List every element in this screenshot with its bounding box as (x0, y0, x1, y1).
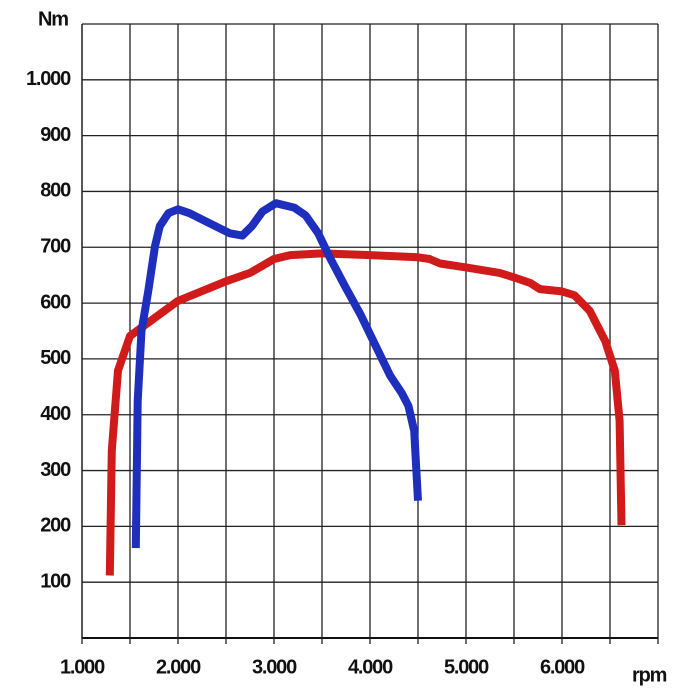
x-tick-label: 5.000 (444, 656, 489, 678)
x-tick-label: 6.000 (540, 656, 585, 678)
y-tick-label: 500 (40, 347, 71, 369)
y-tick-label: 600 (40, 291, 71, 313)
y-tick-label: 400 (40, 403, 71, 425)
y-axis-label: Nm (38, 8, 68, 30)
x-tick-label: 3.000 (252, 656, 297, 678)
y-tick-label: 200 (40, 515, 71, 537)
x-tick-label: 4.000 (348, 656, 393, 678)
x-tick-label: 2.000 (156, 656, 201, 678)
y-tick-label: 300 (40, 459, 71, 481)
x-tick-label: 1.000 (60, 656, 105, 678)
y-tick-label: 900 (40, 124, 71, 146)
series-line (105, 249, 626, 576)
y-tick-label: 100 (40, 570, 71, 592)
series-line (131, 199, 422, 549)
y-tick-label: 1.000 (26, 68, 71, 90)
y-tick-label: 700 (40, 236, 71, 258)
x-axis-label: rpm (632, 664, 667, 686)
y-tick-label: 800 (40, 180, 71, 202)
